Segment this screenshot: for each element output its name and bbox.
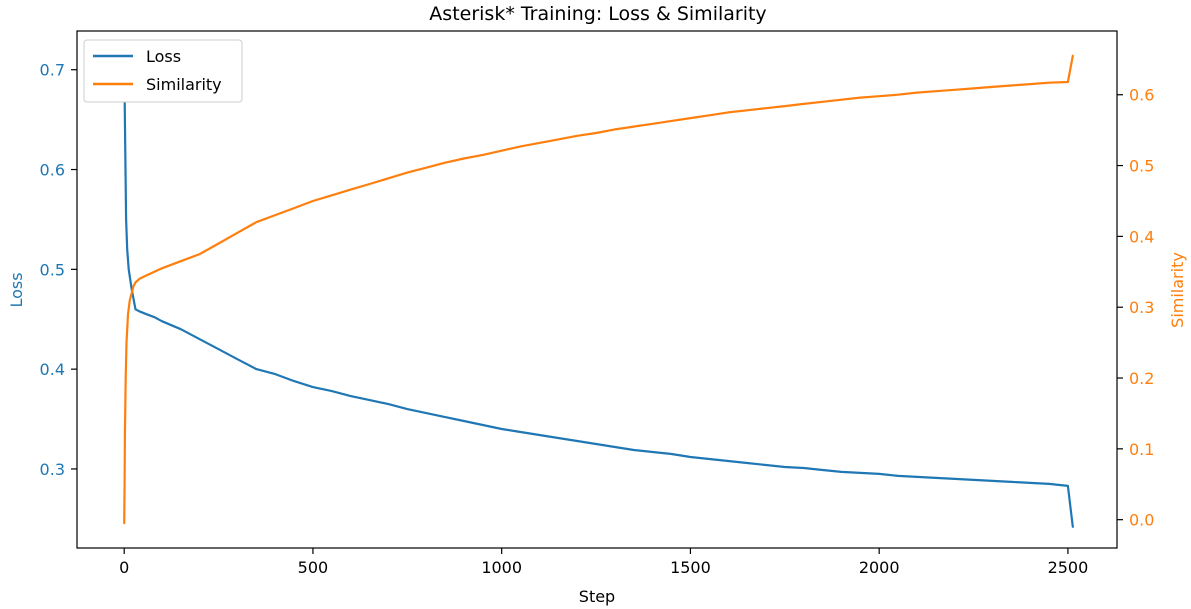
x-tick-label: 2000 bbox=[859, 558, 900, 577]
plot-frame bbox=[76, 30, 1118, 549]
y-axis-left-ticks: 0.3 0.4 0.5 0.6 0.7 bbox=[40, 61, 77, 479]
y-axis-right-title: Similarity bbox=[1168, 252, 1187, 328]
x-tick-label: 2500 bbox=[1048, 558, 1089, 577]
x-axis-ticks: 0 500 1000 1500 2000 2500 bbox=[119, 548, 1088, 577]
series-line-similarity bbox=[123, 54, 1074, 525]
plot-series bbox=[123, 48, 1074, 528]
y-right-tick-label: 0.6 bbox=[1129, 86, 1154, 105]
y-right-tick-label: 0.2 bbox=[1129, 369, 1154, 388]
y-right-tick-label: 0.1 bbox=[1129, 440, 1154, 459]
y-axis-left-title: Loss bbox=[7, 272, 26, 307]
y-right-tick-label: 0.4 bbox=[1129, 227, 1154, 246]
x-tick-label: 1000 bbox=[481, 558, 522, 577]
series-line-loss bbox=[123, 48, 1074, 528]
y-left-tick-label: 0.6 bbox=[40, 161, 65, 180]
y-axis-right-ticks: 0.0 0.1 0.2 0.3 0.4 0.5 0.6 bbox=[1117, 86, 1154, 530]
x-tick-label: 500 bbox=[298, 558, 329, 577]
x-tick-label: 0 bbox=[119, 558, 129, 577]
legend-label-similarity: Similarity bbox=[146, 75, 222, 94]
x-axis-title: Step bbox=[579, 587, 615, 606]
legend: Loss Similarity bbox=[83, 39, 243, 103]
y-right-tick-label: 0.5 bbox=[1129, 157, 1154, 176]
y-right-tick-label: 0.3 bbox=[1129, 298, 1154, 317]
x-tick-label: 1500 bbox=[670, 558, 711, 577]
y-left-tick-label: 0.5 bbox=[40, 260, 65, 279]
y-left-tick-label: 0.4 bbox=[40, 360, 65, 379]
legend-label-loss: Loss bbox=[146, 47, 181, 66]
chart-title: Asterisk* Training: Loss & Similarity bbox=[429, 3, 766, 25]
y-left-tick-label: 0.7 bbox=[40, 61, 65, 80]
y-right-tick-label: 0.0 bbox=[1129, 511, 1154, 530]
y-left-tick-label: 0.3 bbox=[40, 460, 65, 479]
